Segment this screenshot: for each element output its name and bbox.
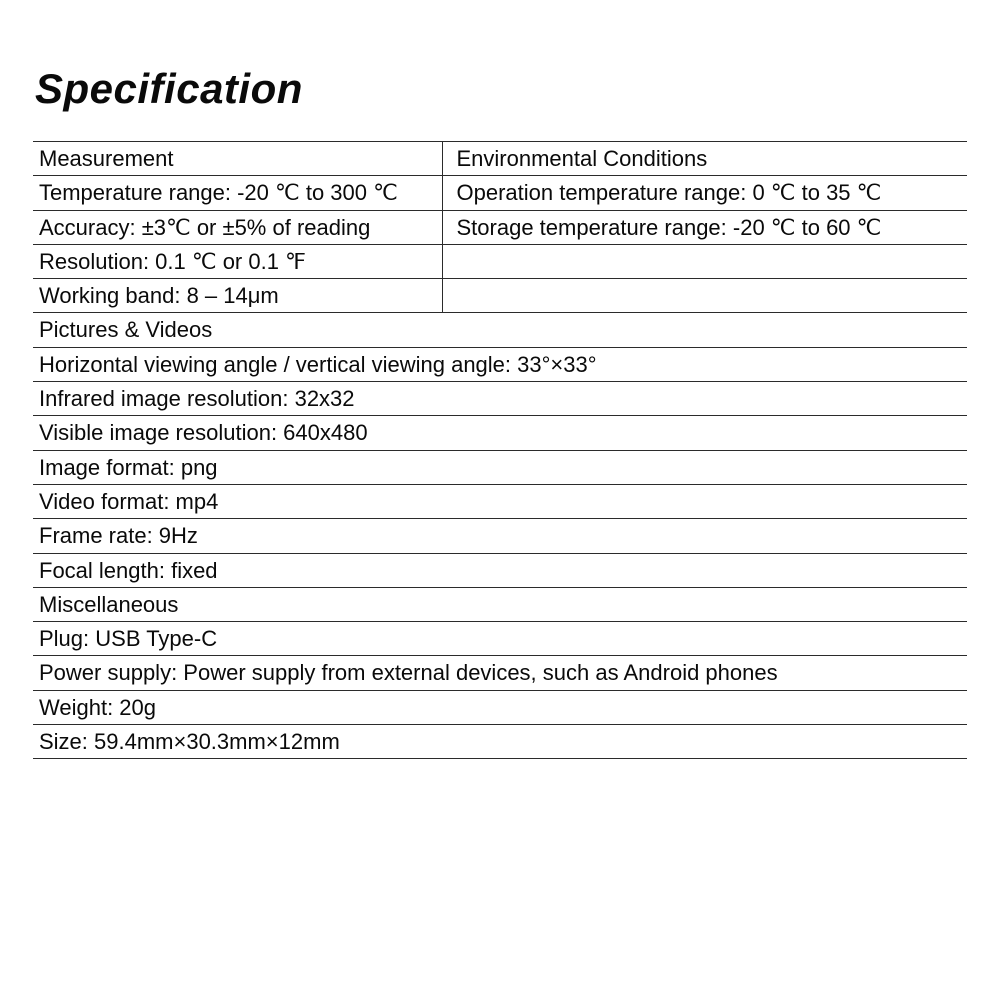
spec-cell-left: Temperature range: -20 ℃ to 300 ℃: [33, 176, 442, 210]
spec-table: MeasurementEnvironmental ConditionsTempe…: [33, 141, 967, 759]
table-row: Resolution: 0.1 ℃ or 0.1 ℉: [33, 244, 967, 278]
spec-cell-left: Resolution: 0.1 ℃ or 0.1 ℉: [33, 244, 442, 278]
table-row: Horizontal viewing angle / vertical view…: [33, 347, 967, 381]
table-row: Pictures & Videos: [33, 313, 967, 347]
spec-cell-full: Weight: 20g: [33, 690, 967, 724]
spec-cell-full: Horizontal viewing angle / vertical view…: [33, 347, 967, 381]
table-row: Size: 59.4mm×30.3mm×12mm: [33, 725, 967, 759]
table-row: Frame rate: 9Hz: [33, 519, 967, 553]
table-row: Miscellaneous: [33, 587, 967, 621]
spec-cell-right: Environmental Conditions: [442, 142, 967, 176]
spec-cell-right: Storage temperature range: -20 ℃ to 60 ℃: [442, 210, 967, 244]
spec-cell-full: Miscellaneous: [33, 587, 967, 621]
spec-cell-full: Infrared image resolution: 32x32: [33, 382, 967, 416]
spec-cell-left: Working band: 8 – 14μm: [33, 279, 442, 313]
table-row: Working band: 8 – 14μm: [33, 279, 967, 313]
spec-cell-full: Pictures & Videos: [33, 313, 967, 347]
spec-cell-full: Size: 59.4mm×30.3mm×12mm: [33, 725, 967, 759]
table-row: Weight: 20g: [33, 690, 967, 724]
table-row: Plug: USB Type-C: [33, 622, 967, 656]
table-row: Temperature range: -20 ℃ to 300 ℃Operati…: [33, 176, 967, 210]
table-row: Accuracy: ±3℃ or ±5% of readingStorage t…: [33, 210, 967, 244]
spec-cell-full: Video format: mp4: [33, 484, 967, 518]
spec-cell-full: Frame rate: 9Hz: [33, 519, 967, 553]
page-title: Specification: [35, 65, 967, 113]
spec-cell-left: Accuracy: ±3℃ or ±5% of reading: [33, 210, 442, 244]
table-row: Infrared image resolution: 32x32: [33, 382, 967, 416]
table-row: Video format: mp4: [33, 484, 967, 518]
spec-cell-right: Operation temperature range: 0 ℃ to 35 ℃: [442, 176, 967, 210]
spec-cell-full: Image format: png: [33, 450, 967, 484]
spec-cell-right: [442, 279, 967, 313]
spec-cell-full: Plug: USB Type-C: [33, 622, 967, 656]
spec-cell-right: [442, 244, 967, 278]
spec-page: Specification MeasurementEnvironmental C…: [0, 0, 1000, 759]
spec-cell-full: Focal length: fixed: [33, 553, 967, 587]
table-row: Image format: png: [33, 450, 967, 484]
table-row: MeasurementEnvironmental Conditions: [33, 142, 967, 176]
table-row: Focal length: fixed: [33, 553, 967, 587]
table-row: Power supply: Power supply from external…: [33, 656, 967, 690]
table-row: Visible image resolution: 640x480: [33, 416, 967, 450]
spec-cell-left: Measurement: [33, 142, 442, 176]
spec-cell-full: Power supply: Power supply from external…: [33, 656, 967, 690]
spec-cell-full: Visible image resolution: 640x480: [33, 416, 967, 450]
